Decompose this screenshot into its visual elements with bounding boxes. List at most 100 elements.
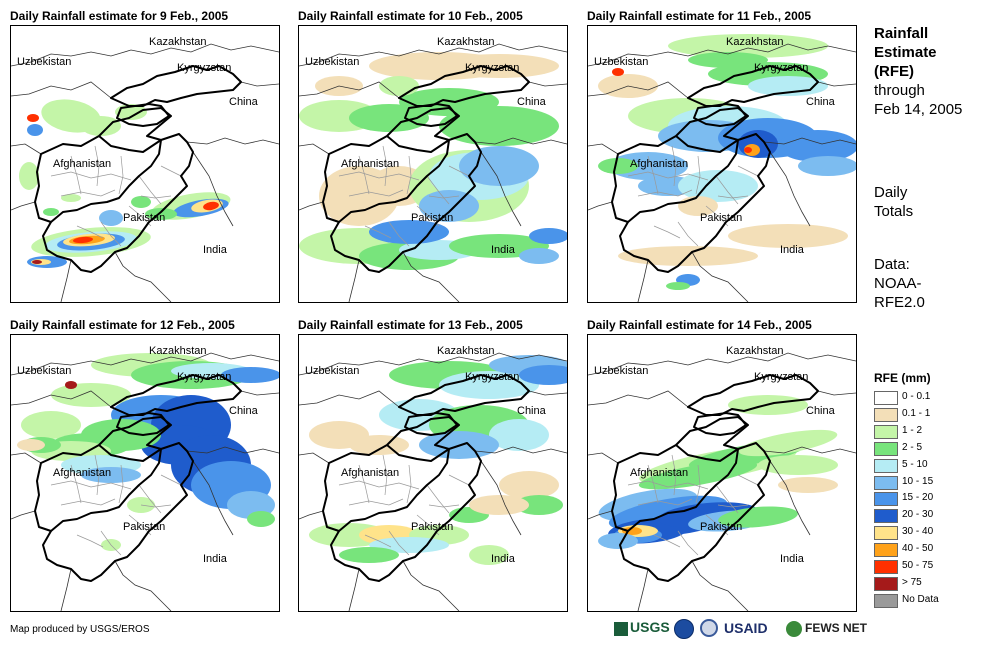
country-label-kazakhstan: Kazakhstan [437, 345, 495, 357]
country-border [474, 137, 567, 145]
legend-swatch [874, 407, 898, 422]
country-border [769, 151, 811, 227]
country-label-kazakhstan: Kazakhstan [149, 345, 207, 357]
rainfall-area [612, 68, 624, 76]
country-label-afghanistan: Afghanistan [630, 158, 689, 170]
country-label-kazakhstan: Kazakhstan [437, 36, 495, 48]
legend-swatch [874, 543, 898, 558]
region-outline [50, 135, 162, 223]
rainfall-area [744, 147, 752, 153]
legend-swatch [874, 391, 898, 405]
country-label-china: China [806, 96, 835, 108]
rainfall-area [598, 158, 638, 174]
region-outline [611, 107, 771, 273]
rainfall-area [61, 194, 81, 202]
province-border [737, 474, 759, 486]
rainfall-area [81, 116, 121, 136]
province-border [695, 464, 701, 504]
rainfall-area [145, 208, 177, 220]
country-border [11, 452, 42, 464]
map-panel-feb9: Kazakhstan Uzbekistan Kyrgyzstan China Afgha… [10, 25, 280, 303]
rainfall-area [247, 511, 275, 527]
country-border [299, 81, 400, 99]
side-data-l2: NOAA- [874, 275, 922, 292]
rainfall-area [27, 114, 39, 122]
doc-seal-icon [700, 619, 718, 640]
rainfall-area [519, 365, 567, 385]
country-border [60, 259, 72, 302]
province-border [677, 530, 699, 556]
region-outline [110, 374, 242, 416]
country-border [817, 81, 856, 87]
country-border [480, 460, 522, 536]
country-label-kazakhstan: Kazakhstan [726, 36, 784, 48]
side-through: through [874, 82, 925, 99]
rainfall-area [718, 506, 798, 528]
province-border [160, 165, 182, 177]
province-border [637, 189, 693, 197]
country-border [192, 460, 234, 536]
country-border [299, 143, 330, 155]
legend-swatch [874, 560, 898, 574]
province-border [76, 534, 104, 548]
country-border [769, 460, 811, 536]
country-label-pakistan: Pakistan [411, 521, 454, 533]
country-label-uzbekistan: Uzbekistan [594, 56, 649, 68]
rainfall-area [339, 547, 399, 563]
country-border [588, 510, 613, 520]
legend-swatch [874, 526, 898, 541]
country-border [192, 151, 234, 227]
rainfall-area [778, 130, 856, 162]
usaid-logo: USAID [724, 620, 768, 636]
country-label-india: India [491, 553, 515, 565]
country-border [240, 390, 279, 396]
region-outline [34, 416, 194, 582]
province-border [382, 454, 388, 496]
country-border [299, 352, 567, 376]
country-label-pakistan: Pakistan [700, 212, 743, 224]
region-outline [338, 135, 450, 223]
side-daily-totals: Daily Totals [874, 183, 913, 221]
rainfall-area [379, 76, 419, 96]
legend-swatch [874, 576, 898, 591]
province-border [94, 145, 100, 187]
rainfall-area [515, 495, 563, 515]
country-border [402, 251, 460, 302]
rainfall-area [203, 201, 219, 211]
province-border [388, 530, 410, 556]
map-panel-feb14: Kazakhstan Uzbekistan Kyrgyzstan China Afgha… [587, 334, 857, 612]
country-border [299, 452, 330, 464]
country-border [588, 81, 689, 99]
country-border [588, 352, 856, 376]
region-outline [338, 444, 450, 532]
region-outline [404, 412, 458, 436]
province-border [100, 530, 122, 556]
province-border [448, 474, 470, 486]
country-border [11, 143, 42, 155]
usgs-wave-icon [614, 621, 628, 636]
country-border [528, 390, 567, 396]
rainfall-area [21, 411, 81, 439]
rainfall-area [469, 495, 529, 515]
province-border [627, 171, 709, 181]
province-border [717, 504, 749, 508]
rainfall-area [65, 381, 77, 389]
province-border [717, 195, 749, 199]
country-border [763, 446, 856, 454]
rainfall-area [439, 54, 559, 78]
map-canvas [11, 43, 279, 302]
map-panel-feb13: Kazakhstan Uzbekistan Kyrgyzstan China Afgha… [298, 334, 568, 612]
province-border [426, 484, 450, 514]
province-border [382, 145, 388, 187]
country-border [11, 352, 279, 376]
country-border [299, 201, 324, 211]
province-border [388, 221, 410, 247]
country-border [691, 560, 749, 611]
legend-swatch [874, 509, 898, 524]
legend-swatch [874, 441, 898, 456]
province-border [647, 155, 659, 195]
province-border [118, 155, 124, 195]
side-daily-l1: Daily [874, 184, 908, 201]
map-canvas [588, 34, 856, 302]
country-border [299, 510, 324, 520]
